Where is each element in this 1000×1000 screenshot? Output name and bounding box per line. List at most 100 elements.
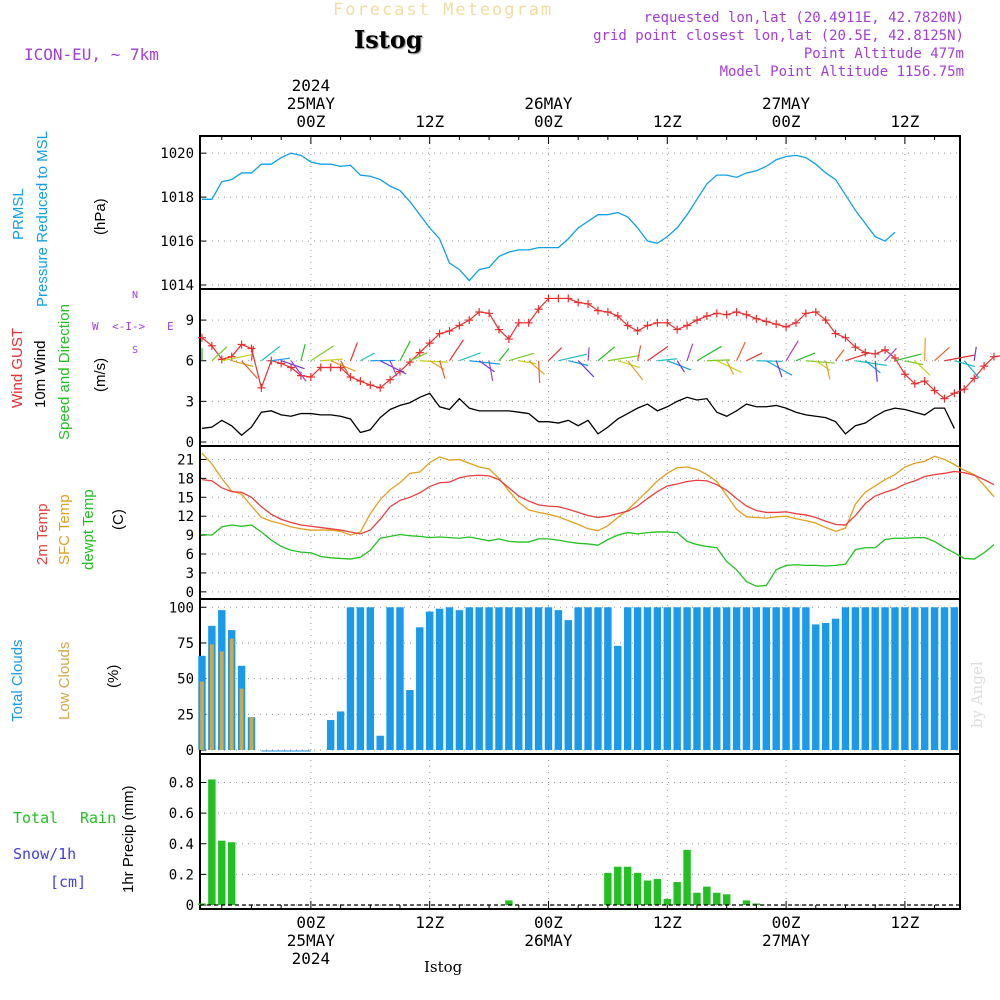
low-cloud-bar (200, 681, 204, 750)
gust-marker (405, 358, 414, 367)
wind-arrow (736, 341, 746, 361)
gust-marker (623, 321, 632, 330)
rain-bar (653, 878, 662, 905)
y-tick-label: 0.8 (169, 776, 194, 792)
y-tick-label: 3 (186, 394, 194, 410)
gust-marker (237, 340, 246, 349)
total-cloud-bar (435, 608, 444, 750)
wind-arrow (835, 349, 845, 362)
top-time-label: 00Z (296, 112, 326, 131)
gust-marker (910, 379, 919, 388)
gust-marker (950, 389, 959, 398)
wind-arrow (726, 360, 735, 375)
rain-bar (505, 900, 513, 905)
total-cloud-bar (623, 607, 632, 750)
top-time-label: 26MAY (524, 94, 573, 113)
total-cloud-bar (861, 607, 869, 750)
wind-arrow (409, 352, 428, 362)
panel-frame-wind (199, 288, 961, 447)
total-cloud-bar (940, 607, 949, 750)
pressure-line (201, 152, 896, 282)
top-time-label: 25MAY (286, 94, 335, 113)
wind-arrow (607, 354, 641, 362)
bottom-time-label: 26MAY (524, 931, 573, 950)
top-time-label: 27MAY (761, 94, 811, 113)
wind-arrow (558, 353, 588, 362)
dewpt-line (201, 524, 995, 587)
wind-arrow (478, 360, 495, 373)
gust-marker (643, 321, 652, 330)
gust-marker (801, 309, 810, 318)
gust-marker (485, 309, 494, 318)
bottom-time-label: 12Z (890, 913, 920, 932)
wind-arrow (805, 360, 835, 364)
rain-bar (633, 872, 642, 905)
wind-arrow (775, 360, 783, 378)
gust-marker (445, 326, 454, 335)
gust-marker (752, 314, 761, 323)
gust-marker (326, 363, 335, 372)
model-label: ICON-EU, ~ 7km (24, 45, 159, 64)
wind-arrow (924, 337, 926, 361)
compass-e: E (167, 320, 174, 333)
wind-arrow (676, 360, 686, 373)
total-cloud-bar (336, 711, 345, 750)
gust-marker (960, 385, 969, 394)
gust-marker (772, 320, 781, 329)
total-cloud-bar (920, 607, 929, 750)
y-tick-label: 9 (186, 313, 194, 329)
total-cloud-bar (594, 607, 602, 750)
wind-arrow (231, 360, 254, 368)
gust-marker (762, 317, 771, 326)
bottom-time-label: 25MAY (286, 931, 335, 950)
total-cloud-bar (742, 607, 751, 750)
low-cloud-bar (219, 651, 224, 750)
wind-arrow (211, 346, 228, 362)
gust-marker (593, 306, 602, 315)
low-cloud-bar (210, 644, 214, 750)
gust-marker (663, 318, 672, 327)
wind-arrow (568, 360, 589, 367)
wind-arrow (241, 360, 258, 379)
gust-marker (366, 381, 375, 390)
rain-bar (673, 882, 681, 905)
wind-arrow (261, 345, 281, 362)
gust-marker (970, 374, 979, 383)
gust-marker (653, 318, 662, 327)
wind-arrow (825, 360, 831, 380)
gust-marker (712, 309, 721, 318)
top-time-label: 00Z (534, 112, 563, 131)
gust-marker (544, 294, 553, 303)
total-cloud-bar (812, 624, 820, 750)
wind-arrow (360, 352, 375, 362)
total-cloud-bar (524, 607, 533, 750)
bottom-time-label: 00Z (534, 913, 563, 932)
gust-marker (782, 322, 791, 331)
gust-marker (435, 329, 444, 338)
wind-arrow (963, 360, 980, 379)
top-time-label: 00Z (771, 112, 801, 131)
gust-marker (425, 339, 434, 348)
total-cloud-bar (841, 607, 850, 750)
total-cloud-bar (831, 618, 840, 750)
wind-arrow (667, 360, 692, 371)
total-cloud-bar (574, 607, 582, 750)
gust-marker (306, 372, 315, 381)
gust-marker (584, 299, 593, 308)
wind-arrow (399, 340, 411, 362)
total-cloud-bar (633, 607, 642, 750)
point-altitude: Point Altitude 477m (803, 46, 964, 62)
panel-frame-temperature (199, 445, 961, 600)
rain-bar (752, 903, 761, 905)
gust-marker (197, 333, 206, 342)
model-altitude: Model Point Altitude 1156.75m (719, 64, 964, 80)
rain-bar (227, 842, 236, 905)
gust-marker (346, 372, 355, 381)
wind-arrow (894, 353, 922, 362)
total-cloud-bar (614, 645, 622, 750)
label-low-clouds: Low Clouds (56, 641, 73, 720)
rain-bar (683, 849, 691, 905)
compass-w: W (92, 320, 99, 333)
compass-s: S (132, 345, 139, 356)
total-cloud-bar (881, 607, 889, 750)
